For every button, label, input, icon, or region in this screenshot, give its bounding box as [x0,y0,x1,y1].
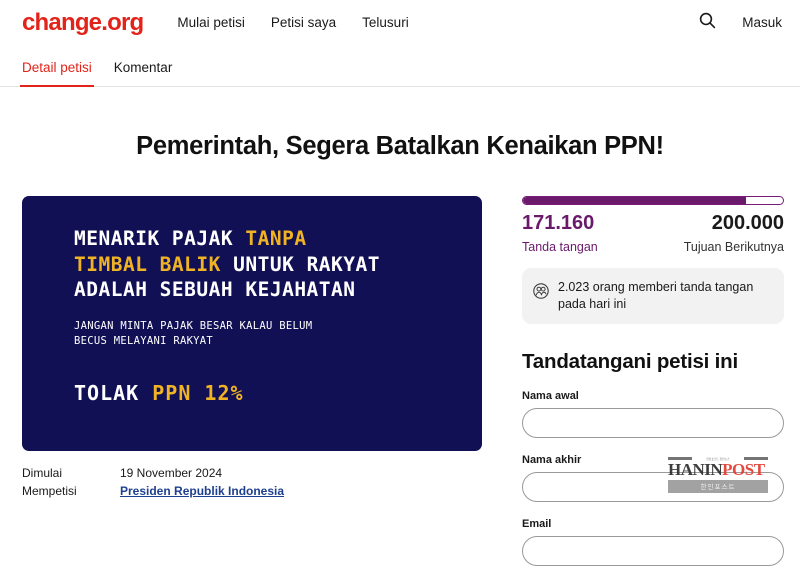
field-group-email: Email [522,518,784,566]
nav-item-my-petitions[interactable]: Petisi saya [270,15,337,30]
poster-headline-line-2: TIMBAL BALIK UNTUK RAKYAT [74,252,482,278]
field-group-last-name: Nama akhir [522,454,784,503]
label-email: Email [522,518,552,531]
signature-count-label: Tanda tangan [522,239,598,254]
primary-nav-links: Mulai petisi Petisi saya Telusuri [177,15,408,30]
petition-poster-image: MENARIK PAJAK TANPA TIMBAL BALIK UNTUK R… [22,195,482,451]
tab-comments[interactable]: Komentar [113,60,173,75]
field-group-first-name: Nama awal [522,390,784,439]
label-last-name: Nama akhir [522,454,582,467]
petition-tabbar: Detail petisi Komentar [0,45,800,87]
meta-row-target: Mempetisi Presiden Republik Indonesia [22,482,482,501]
meta-label-target: Mempetisi [22,484,77,499]
signature-counts: 171.160 200.000 [522,213,784,233]
page-title: Pemerintah, Segera Batalkan Kenaikan PPN… [136,132,664,160]
last-name-input[interactable] [522,472,784,503]
meta-value-target-link[interactable]: Presiden Republik Indonesia [120,484,285,499]
signature-goal-label: Tujuan Berikutnya [683,239,784,254]
meta-label-started: Dimulai [22,465,63,480]
poster-subtext: JANGAN MINTA PAJAK BESAR KALAU BELUM BEC… [74,319,482,349]
poster-headline-line-1: MENARIK PAJAK TANPA [74,226,482,252]
email-input[interactable] [522,536,784,566]
tab-petition-details[interactable]: Detail petisi [20,60,94,87]
daily-signature-notice: 2.023 orang memberi tanda tangan pada ha… [522,267,784,325]
meta-value-started-date: 19 November 2024 [120,465,223,480]
signature-count-value: 171.160 [522,211,595,234]
poster-text-plain: UNTUK RAKYAT [220,252,381,276]
poster-text-plain: ADALAH SEBUAH KEJAHATAN [74,278,356,302]
changeorg-logo[interactable]: change.org [22,8,144,36]
poster-call-to-action: TOLAK PPN 12% [74,381,482,405]
people-group-icon [533,282,549,304]
poster-text-highlight: TANPA [245,226,307,250]
signature-progress-fill [523,196,746,204]
poster-subtext-line-2: BECUS MELAYANI RAKYAT [74,335,214,348]
top-navigation-bar: change.org Mulai petisi Petisi saya Telu… [0,0,800,45]
poster-text-plain: MENARIK PAJAK [74,226,246,250]
poster-subtext-line-1: JANGAN MINTA PAJAK BESAR KALAU BELUM [74,320,313,333]
petition-media-column: MENARIK PAJAK TANPA TIMBAL BALIK UNTUK R… [22,195,482,501]
sign-form-title: Tandatangani petisi ini [522,350,738,374]
main-content: MENARIK PAJAK TANPA TIMBAL BALIK UNTUK R… [0,195,800,566]
first-name-input[interactable] [522,408,784,439]
petition-sidebar-column: 171.160 200.000 Tanda tangan Tujuan Beri… [522,195,784,566]
poster-cta-plain: TOLAK [74,381,153,406]
poster-headline: MENARIK PAJAK TANPA TIMBAL BALIK UNTUK R… [74,226,482,304]
petition-meta: Dimulai 19 November 2024 Mempetisi Presi… [22,464,482,501]
nav-item-browse[interactable]: Telusuri [362,15,409,30]
search-icon[interactable] [699,12,716,34]
signature-goal-value: 200.000 [711,211,784,234]
nav-item-start-petition[interactable]: Mulai petisi [177,15,245,30]
meta-row-started: Dimulai 19 November 2024 [22,464,482,483]
daily-signature-notice-text: 2.023 orang memberi tanda tangan pada ha… [558,279,754,311]
label-first-name: Nama awal [522,390,579,403]
poster-headline-line-3: ADALAH SEBUAH KEJAHATAN [74,277,482,303]
top-nav-right-group: Masuk [699,12,782,34]
poster-cta-highlight: PPN 12% [152,381,244,406]
sign-in-button[interactable]: Masuk [742,15,782,30]
poster-text-highlight: TIMBAL BALIK [74,252,221,276]
signature-count-labels: Tanda tangan Tujuan Berikutnya [522,240,784,254]
signature-progress-bar [522,195,784,205]
